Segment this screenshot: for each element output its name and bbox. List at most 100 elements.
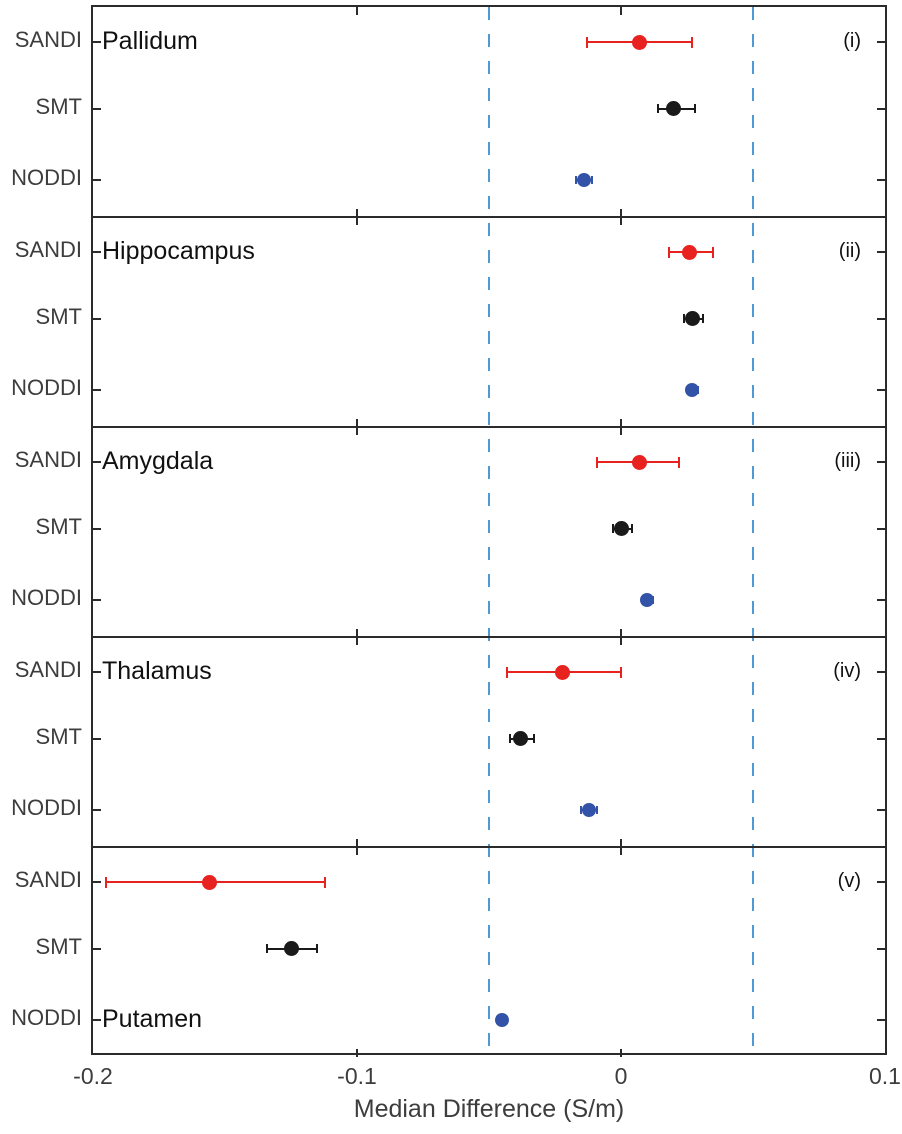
noddi-error-cap — [596, 805, 599, 814]
sandi-error-cap — [596, 456, 599, 468]
smt-error-cap — [683, 314, 686, 324]
sandi-error-cap — [712, 246, 715, 258]
y-tick-mark — [877, 107, 885, 110]
noddi-error-cap — [580, 805, 583, 814]
sandi-marker — [631, 454, 647, 470]
region-title-hippocampus: Hippocampus — [102, 237, 255, 265]
reference-line-positive — [752, 7, 754, 1053]
y-tick-label-noddi: NODDI — [11, 164, 82, 190]
smt-error-cap — [612, 524, 615, 534]
sandi-marker — [631, 34, 647, 50]
region-title-pallidum: Pallidum — [102, 27, 198, 55]
y-tick-label-noddi: NODDI — [11, 1004, 82, 1030]
x-tick-mark — [356, 419, 358, 427]
y-tick-mark — [93, 527, 101, 530]
sandi-error-cap — [585, 36, 588, 48]
region-title-thalamus: Thalamus — [102, 657, 212, 685]
noddi-marker — [640, 592, 655, 607]
smt-error-cap — [701, 314, 704, 324]
x-tick-mark — [356, 7, 358, 15]
x-tick-mark — [620, 209, 622, 217]
y-tick-mark — [877, 598, 885, 601]
y-tick-mark — [93, 178, 101, 181]
y-tick-label-smt: SMT — [35, 723, 82, 749]
y-tick-mark — [93, 881, 101, 883]
sandi-error-cap — [691, 36, 694, 48]
y-tick-mark — [877, 317, 885, 320]
panel-pallidum: Pallidum (i) — [93, 7, 885, 217]
noddi-marker — [685, 382, 700, 397]
y-tick-mark — [93, 317, 101, 320]
panel-thalamus: Thalamus (iv) — [93, 637, 885, 847]
panel-index-label: (v) — [837, 870, 861, 892]
y-tick-label-smt: SMT — [35, 513, 82, 539]
smt-marker — [613, 521, 629, 537]
sandi-marker — [682, 244, 698, 260]
y-tick-mark — [93, 737, 101, 740]
y-tick-label-sandi: SANDI — [14, 237, 82, 262]
sandi-error-cap — [620, 666, 622, 678]
y-tick-mark — [877, 388, 885, 391]
x-axis-title: Median Difference (S/m) — [353, 1095, 625, 1123]
smt-marker — [666, 101, 682, 117]
panel-divider — [93, 426, 885, 428]
noddi-marker — [577, 172, 592, 187]
panel-index-label: (ii) — [838, 240, 861, 262]
x-tick-mark — [620, 637, 622, 645]
y-tick-mark — [877, 527, 885, 530]
sandi-error-cap — [105, 876, 108, 888]
y-tick-mark — [93, 107, 101, 110]
x-tick-mark — [356, 629, 358, 637]
y-tick-label-noddi: NODDI — [11, 374, 82, 400]
x-tick-label: -0.1 — [337, 1063, 377, 1089]
x-tick-label: 0.1 — [869, 1063, 901, 1089]
x-tick-mark — [620, 427, 622, 435]
x-tick-mark — [620, 1049, 622, 1057]
x-tick-mark — [620, 419, 622, 427]
x-tick-mark — [356, 1049, 358, 1057]
x-tick-mark — [620, 847, 622, 855]
y-tick-mark — [93, 947, 101, 950]
x-tick-label: 0 — [614, 1063, 628, 1089]
smt-error-cap — [630, 524, 633, 534]
y-tick-label-sandi: SANDI — [14, 867, 82, 892]
panel-index-label: (iii) — [834, 450, 861, 472]
sandi-marker — [201, 874, 217, 890]
x-tick-mark — [620, 217, 622, 225]
sandi-marker — [555, 664, 571, 680]
smt-error-cap — [266, 944, 269, 954]
sandi-error-cap — [667, 246, 670, 258]
y-tick-mark — [93, 41, 101, 43]
region-title-putamen: Putamen — [102, 1004, 203, 1033]
noddi-marker — [495, 1012, 510, 1027]
y-tick-mark — [877, 178, 885, 181]
y-tick-mark — [877, 461, 885, 463]
y-tick-mark — [877, 1018, 885, 1021]
panel-divider — [93, 216, 885, 218]
smt-error-cap — [693, 104, 696, 114]
y-tick-mark — [93, 671, 101, 673]
y-tick-mark — [93, 461, 101, 463]
y-tick-label-sandi: SANDI — [14, 447, 82, 472]
y-tick-label-noddi: NODDI — [11, 584, 82, 610]
smt-error-cap — [656, 104, 659, 114]
y-tick-label-smt: SMT — [35, 303, 82, 329]
y-tick-mark — [877, 808, 885, 811]
panel-hippocampus: Hippocampus (ii) — [93, 217, 885, 427]
noddi-error-cap — [590, 175, 593, 184]
panel-amygdala: Amygdala (iii) — [93, 427, 885, 637]
sandi-error-cap — [324, 876, 327, 888]
x-tick-mark — [356, 637, 358, 645]
noddi-marker — [582, 802, 597, 817]
smt-error-cap — [509, 734, 512, 744]
x-tick-mark — [356, 217, 358, 225]
sandi-error-cap — [678, 456, 681, 468]
y-tick-label-smt: SMT — [35, 933, 82, 959]
x-tick-mark — [356, 839, 358, 847]
x-tick-mark — [620, 839, 622, 847]
reference-line-negative — [488, 7, 490, 1053]
y-tick-mark — [93, 388, 101, 391]
y-tick-mark — [877, 737, 885, 740]
panel-divider — [93, 846, 885, 848]
